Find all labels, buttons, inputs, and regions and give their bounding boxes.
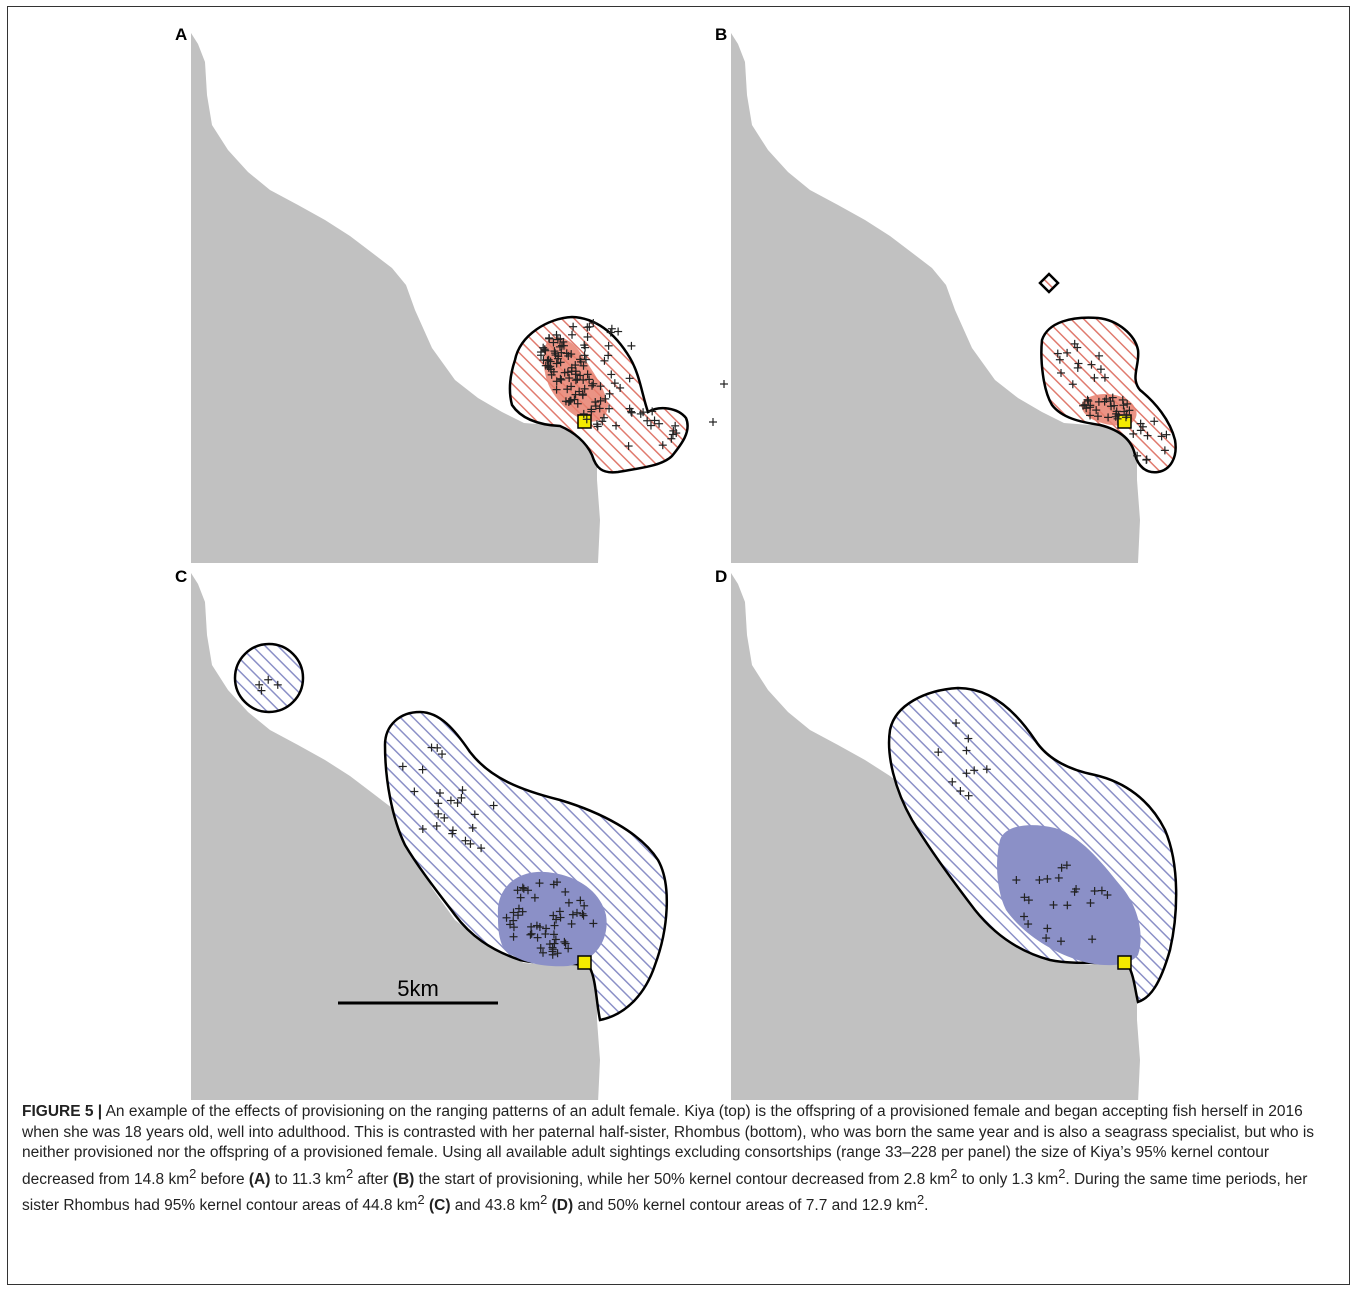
caption-ref-a: (A) bbox=[248, 1170, 271, 1188]
sup: 2 bbox=[540, 1192, 548, 1208]
panel-d-sightings bbox=[934, 719, 1112, 946]
panel-c-label: C bbox=[175, 567, 187, 586]
panel-a-map bbox=[191, 33, 689, 563]
caption-text: to only 1.3 km bbox=[957, 1170, 1059, 1188]
panel-b-sightings bbox=[1053, 339, 1171, 464]
panel-b-map bbox=[731, 33, 1177, 563]
scale-bar: 5km bbox=[338, 976, 498, 1005]
panel-d-rhombus-50-kernel bbox=[997, 825, 1141, 966]
panel-a-land bbox=[191, 33, 600, 563]
panel-a-provision-site bbox=[577, 414, 592, 429]
panel-a-label: A bbox=[175, 25, 187, 44]
panel-b-label: B bbox=[715, 25, 727, 44]
caption-figure-label: FIGURE 5 | bbox=[22, 1103, 103, 1120]
figure-frame bbox=[7, 6, 1350, 1285]
caption-text: the start of provisioning, while her 50%… bbox=[414, 1170, 951, 1188]
sup: 2 bbox=[1058, 1165, 1066, 1181]
panel-c-small-patch bbox=[233, 642, 305, 714]
sup: 2 bbox=[916, 1192, 925, 1208]
caption-text: . bbox=[924, 1197, 929, 1215]
panel-c-sightings bbox=[255, 675, 598, 959]
panel-b-small-patch bbox=[1038, 272, 1060, 294]
caption-text: to 11.3 km bbox=[270, 1170, 346, 1188]
caption-text: and 50% kernel contour areas of 7.7 and … bbox=[573, 1197, 917, 1215]
caption-text: . During the same time periods, her sist… bbox=[22, 1170, 1308, 1215]
caption-text: before bbox=[196, 1170, 249, 1188]
figure-maps: A B 5km C D bbox=[175, 25, 1178, 1100]
caption-ref-b: (B) bbox=[392, 1170, 415, 1188]
sup: 2 bbox=[417, 1192, 425, 1208]
stray-sightings bbox=[709, 380, 728, 426]
panel-b-land bbox=[731, 33, 1140, 563]
scale-bar-label: 5km bbox=[397, 976, 439, 1001]
panel-c-land bbox=[191, 573, 600, 1100]
panel-d-map bbox=[731, 573, 1178, 1100]
sup: 2 bbox=[189, 1165, 197, 1181]
caption-ref-c: (C) bbox=[428, 1197, 451, 1215]
panel-d-provision-site bbox=[1117, 955, 1132, 970]
sup: 2 bbox=[950, 1165, 958, 1181]
caption-ref-d: (D) bbox=[551, 1197, 574, 1215]
panel-d-label: D bbox=[715, 567, 727, 586]
panel-c-map: 5km bbox=[191, 573, 669, 1100]
panel-c-provision-site bbox=[577, 955, 592, 970]
caption-text: and 43.8 km bbox=[450, 1197, 541, 1215]
panel-a-sightings bbox=[536, 318, 681, 451]
caption-text: An example of the effects of provisionin… bbox=[22, 1103, 1315, 1188]
caption-text: after bbox=[353, 1170, 393, 1188]
sup: 2 bbox=[345, 1165, 354, 1181]
figure-caption: FIGURE 5 | An example of the effects of … bbox=[22, 1102, 1340, 1217]
